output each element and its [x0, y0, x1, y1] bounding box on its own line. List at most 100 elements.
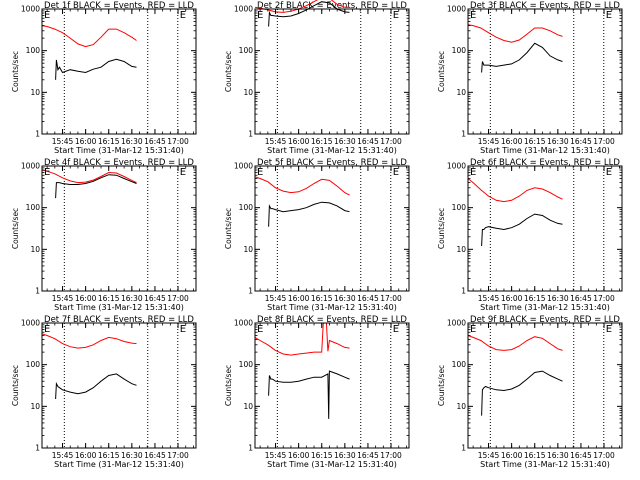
- y-tick-label: 10: [30, 88, 40, 97]
- plot-frame: [467, 322, 623, 449]
- y-tick-label: 1000: [447, 5, 466, 14]
- y-tick-label: 100: [26, 360, 41, 369]
- x-tick-label: 15:45: [478, 137, 500, 146]
- plot-frame: [254, 8, 410, 135]
- e-marker: E: [470, 324, 476, 335]
- x-tick-label: 16:00: [75, 294, 97, 303]
- plot-frame: [467, 8, 623, 135]
- x-tick-label: 16:15: [524, 137, 546, 146]
- plot-frame: [467, 165, 623, 292]
- lld-series-line: [41, 333, 137, 349]
- y-axis-label: Counts/sec: [11, 365, 20, 406]
- x-tick-label: 16:30: [121, 294, 143, 303]
- x-tick-label: 16:00: [501, 451, 523, 460]
- e-marker: E: [180, 10, 186, 21]
- x-tick-label: 16:15: [524, 451, 546, 460]
- x-tick-label: 17:00: [593, 294, 615, 303]
- x-tick-label: 16:45: [357, 137, 379, 146]
- e-marker: E: [257, 324, 263, 335]
- e-marker: E: [44, 324, 50, 335]
- plot-frame: [41, 8, 197, 135]
- panel-title: Det 9f BLACK = Events, RED = LLD: [470, 315, 620, 325]
- x-tick-label: 16:30: [121, 137, 143, 146]
- plot-frame: [41, 322, 197, 449]
- y-axis-label: Counts/sec: [224, 208, 233, 249]
- e-marker: E: [257, 167, 263, 178]
- y-tick-label: 100: [239, 46, 254, 55]
- lld-series-line: [41, 169, 137, 184]
- events-series-line: [481, 42, 563, 73]
- x-tick-label: 17:00: [380, 137, 402, 146]
- y-tick-label: 1000: [21, 162, 40, 171]
- x-tick-label: 16:45: [570, 451, 592, 460]
- y-tick-label: 1: [248, 287, 253, 296]
- x-tick-label: 16:15: [98, 137, 120, 146]
- e-marker: E: [44, 167, 50, 178]
- y-tick-label: 1: [461, 130, 466, 139]
- x-tick-label: 16:45: [357, 451, 379, 460]
- y-tick-label: 1: [248, 130, 253, 139]
- events-series-line: [481, 370, 563, 416]
- y-tick-label: 10: [243, 88, 253, 97]
- y-tick-label: 10: [30, 402, 40, 411]
- chart-panel: Det 9f BLACK = Events, RED = LLD 1 10 100 10…: [437, 315, 623, 469]
- y-tick-label: 1000: [21, 5, 40, 14]
- x-axis-label: Start Time (31-Mar-12 15:31:40): [54, 146, 184, 155]
- x-tick-label: 15:45: [265, 294, 287, 303]
- y-axis-label: Counts/sec: [437, 365, 446, 406]
- e-marker: E: [44, 10, 50, 21]
- y-axis-label: Counts/sec: [224, 365, 233, 406]
- lld-series-line: [467, 335, 563, 351]
- y-tick-label: 10: [456, 245, 466, 254]
- x-tick-label: 15:45: [265, 451, 287, 460]
- x-tick-label: 16:00: [75, 137, 97, 146]
- x-tick-label: 16:00: [288, 451, 310, 460]
- x-tick-label: 16:15: [311, 294, 333, 303]
- e-marker: E: [257, 10, 263, 21]
- e-marker: E: [470, 10, 476, 21]
- e-marker: E: [180, 324, 186, 335]
- x-tick-label: 15:45: [52, 451, 74, 460]
- y-tick-label: 100: [26, 46, 41, 55]
- y-tick-label: 1: [35, 130, 40, 139]
- x-axis-label: Start Time (31-Mar-12 15:31:40): [480, 460, 610, 469]
- y-tick-label: 10: [30, 245, 40, 254]
- y-tick-label: 10: [456, 402, 466, 411]
- y-tick-label: 1: [461, 444, 466, 453]
- events-series-line: [55, 174, 137, 199]
- y-tick-label: 100: [26, 203, 41, 212]
- x-axis-label: Start Time (31-Mar-12 15:31:40): [267, 303, 397, 312]
- y-axis-label: Counts/sec: [11, 208, 20, 249]
- panel-title: Det 6f BLACK = Events, RED = LLD: [470, 158, 620, 168]
- e-marker: E: [606, 324, 612, 335]
- panel-title: Det 2f BLACK = Events, RED = LLD: [257, 1, 407, 11]
- e-marker: E: [393, 167, 399, 178]
- x-tick-label: 16:45: [570, 294, 592, 303]
- chart-panel: Det 7f BLACK = Events, RED = LLD 1 10 100 10…: [11, 315, 197, 469]
- chart-panel: Det 8f BLACK = Events, RED = LLD 1 10 100 10…: [224, 315, 410, 469]
- x-tick-label: 16:00: [501, 137, 523, 146]
- x-axis-label: Start Time (31-Mar-12 15:31:40): [267, 460, 397, 469]
- y-tick-label: 100: [452, 360, 467, 369]
- y-tick-label: 1000: [447, 162, 466, 171]
- x-tick-label: 16:45: [570, 137, 592, 146]
- y-tick-label: 1000: [234, 162, 253, 171]
- y-tick-label: 10: [243, 402, 253, 411]
- events-series-line: [268, 201, 350, 227]
- y-tick-label: 100: [452, 46, 467, 55]
- x-tick-label: 15:45: [478, 451, 500, 460]
- x-tick-label: 16:45: [357, 294, 379, 303]
- y-tick-label: 1: [248, 444, 253, 453]
- x-tick-label: 16:30: [121, 451, 143, 460]
- y-tick-label: 1000: [234, 319, 253, 328]
- panel-title: Det 5f BLACK = Events, RED = LLD: [257, 158, 407, 168]
- x-tick-label: 16:00: [75, 451, 97, 460]
- lld-series-line: [254, 0, 350, 13]
- x-tick-label: 15:45: [265, 137, 287, 146]
- x-axis-label: Start Time (31-Mar-12 15:31:40): [480, 146, 610, 155]
- y-tick-label: 1: [461, 287, 466, 296]
- chart-panel: Det 3f BLACK = Events, RED = LLD 1 10 100 10…: [437, 1, 623, 155]
- x-tick-label: 17:00: [380, 451, 402, 460]
- panel-title: Det 1f BLACK = Events, RED = LLD: [44, 1, 194, 11]
